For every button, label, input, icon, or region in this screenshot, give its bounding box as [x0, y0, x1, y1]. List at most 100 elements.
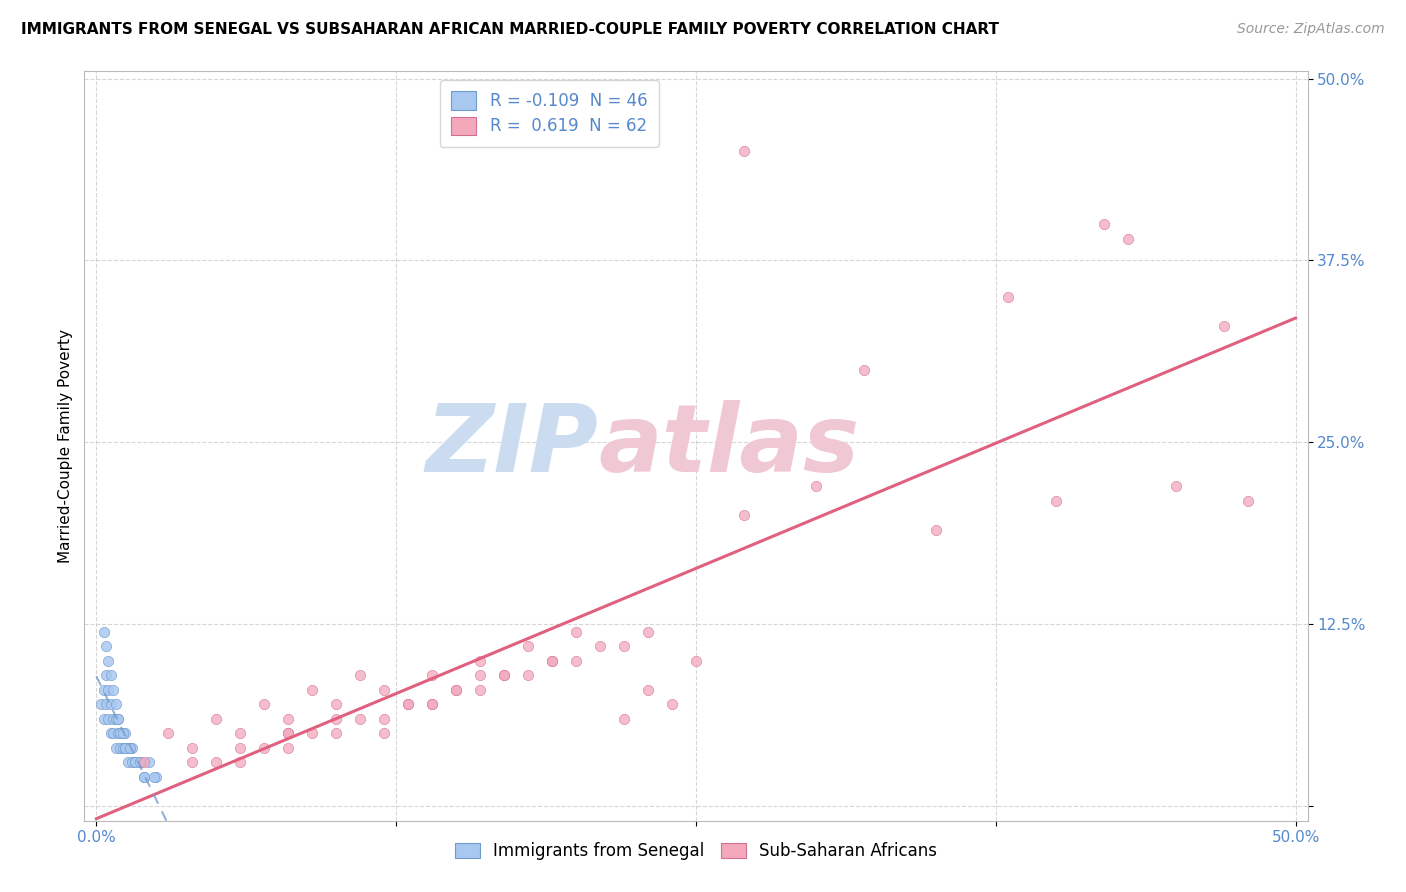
Point	[1092, 217, 1115, 231]
Point	[852, 362, 875, 376]
Point	[589, 639, 612, 653]
Point	[110, 726, 132, 740]
Point	[101, 712, 124, 726]
Point	[205, 712, 228, 726]
Point	[997, 290, 1019, 304]
Point	[1045, 493, 1067, 508]
Point	[420, 698, 443, 712]
Point	[325, 726, 347, 740]
Point	[349, 712, 371, 726]
Point	[373, 712, 395, 726]
Point	[1116, 232, 1139, 246]
Text: atlas: atlas	[598, 400, 859, 492]
Point	[444, 682, 467, 697]
Text: Source: ZipAtlas.com: Source: ZipAtlas.com	[1237, 22, 1385, 37]
Point	[517, 639, 540, 653]
Legend: Immigrants from Senegal, Sub-Saharan Africans: Immigrants from Senegal, Sub-Saharan Afr…	[446, 834, 946, 869]
Point	[468, 682, 491, 697]
Point	[565, 624, 588, 639]
Point	[97, 682, 120, 697]
Point	[565, 654, 588, 668]
Point	[93, 682, 115, 697]
Point	[253, 740, 276, 755]
Point	[1164, 479, 1187, 493]
Point	[94, 698, 117, 712]
Point	[420, 698, 443, 712]
Point	[114, 726, 136, 740]
Point	[396, 698, 419, 712]
Point	[541, 654, 564, 668]
Point	[94, 639, 117, 653]
Point	[118, 740, 141, 755]
Point	[114, 740, 136, 755]
Point	[157, 726, 180, 740]
Point	[444, 682, 467, 697]
Text: ZIP: ZIP	[425, 400, 598, 492]
Point	[494, 668, 516, 682]
Point	[128, 756, 150, 770]
Point	[373, 682, 395, 697]
Point	[114, 740, 136, 755]
Point	[661, 698, 683, 712]
Point	[124, 756, 146, 770]
Point	[277, 726, 299, 740]
Point	[1236, 493, 1258, 508]
Point	[104, 740, 127, 755]
Point	[396, 698, 419, 712]
Point	[181, 740, 204, 755]
Point	[325, 712, 347, 726]
Point	[124, 756, 146, 770]
Point	[685, 654, 707, 668]
Point	[100, 726, 122, 740]
Point	[373, 726, 395, 740]
Point	[100, 668, 122, 682]
Point	[121, 740, 143, 755]
Point	[107, 726, 129, 740]
Point	[134, 770, 156, 784]
Point	[349, 668, 371, 682]
Point	[181, 756, 204, 770]
Point	[613, 712, 636, 726]
Point	[205, 756, 228, 770]
Point	[142, 770, 165, 784]
Point	[517, 668, 540, 682]
Point	[253, 698, 276, 712]
Point	[637, 624, 659, 639]
Point	[111, 740, 134, 755]
Point	[93, 712, 115, 726]
Point	[134, 756, 156, 770]
Point	[90, 698, 112, 712]
Point	[301, 726, 323, 740]
Point	[111, 726, 134, 740]
Point	[101, 682, 124, 697]
Point	[229, 740, 252, 755]
Point	[138, 756, 160, 770]
Point	[101, 726, 124, 740]
Point	[1212, 318, 1234, 333]
Point	[229, 726, 252, 740]
Point	[104, 698, 127, 712]
Point	[97, 712, 120, 726]
Point	[420, 668, 443, 682]
Point	[134, 770, 156, 784]
Point	[277, 726, 299, 740]
Point	[104, 712, 127, 726]
Point	[804, 479, 827, 493]
Point	[468, 654, 491, 668]
Point	[111, 726, 134, 740]
Point	[97, 654, 120, 668]
Point	[107, 712, 129, 726]
Point	[121, 756, 143, 770]
Point	[325, 698, 347, 712]
Point	[494, 668, 516, 682]
Point	[145, 770, 167, 784]
Point	[117, 740, 139, 755]
Text: IMMIGRANTS FROM SENEGAL VS SUBSAHARAN AFRICAN MARRIED-COUPLE FAMILY POVERTY CORR: IMMIGRANTS FROM SENEGAL VS SUBSAHARAN AF…	[21, 22, 1000, 37]
Point	[100, 698, 122, 712]
Point	[277, 712, 299, 726]
Y-axis label: Married-Couple Family Poverty: Married-Couple Family Poverty	[58, 329, 73, 563]
Point	[301, 682, 323, 697]
Point	[733, 145, 755, 159]
Point	[468, 668, 491, 682]
Point	[613, 639, 636, 653]
